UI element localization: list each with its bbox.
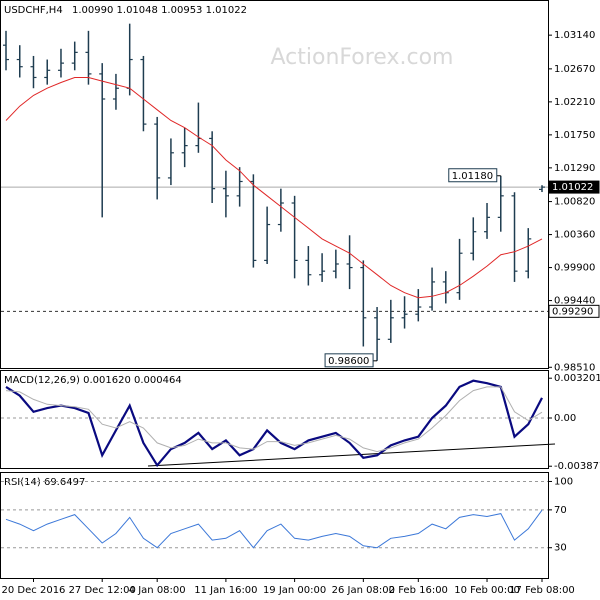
panel-title: USDCHF,H4 bbox=[4, 5, 63, 16]
level-box bbox=[548, 304, 600, 318]
y-tick-label: 1.03140 bbox=[554, 30, 595, 41]
annotation-label: 0.98600 bbox=[328, 356, 369, 367]
panel-title: RSI(14) 69.6497 bbox=[4, 477, 85, 488]
x-tick-label: 26 Jan 08:00 bbox=[332, 585, 395, 596]
annotation-box bbox=[324, 353, 374, 368]
level-box bbox=[548, 180, 600, 194]
panel-subtitle: 1.00990 1.01048 1.00953 1.01022 bbox=[72, 5, 247, 16]
macd-frame bbox=[0, 370, 549, 469]
series-line bbox=[5, 509, 543, 549]
x-tick-label: 27 Dec 12:00 bbox=[69, 585, 136, 596]
rsi-frame bbox=[0, 472, 549, 579]
y-tick-label: -0.003877 bbox=[554, 461, 600, 472]
watermark: ActionForex.com bbox=[271, 45, 454, 70]
y-tick-label: 1.00820 bbox=[554, 197, 595, 208]
y-tick-label: 1.02670 bbox=[554, 64, 595, 75]
y-tick-label: 1.02210 bbox=[554, 97, 595, 108]
y-tick-label: 0.98510 bbox=[554, 362, 595, 373]
y-tick-label: 0.99900 bbox=[554, 263, 595, 274]
series-line bbox=[5, 379, 543, 468]
annotation-box bbox=[448, 168, 498, 183]
y-tick-label: 0.99440 bbox=[554, 296, 595, 307]
y-tick-label: 0.00 bbox=[554, 413, 576, 424]
series-line bbox=[5, 77, 543, 299]
x-tick-label: 10 Feb 00:00 bbox=[454, 585, 520, 596]
x-tick-label: 20 Dec 2016 bbox=[2, 585, 66, 596]
annotation-label: 1.01180 bbox=[452, 171, 493, 182]
x-tick-label: 2 Feb 16:00 bbox=[389, 585, 448, 596]
y-tick-label: 100 bbox=[554, 476, 573, 487]
x-tick-label: 4 Jan 08:00 bbox=[129, 585, 186, 596]
y-tick-label: 30 bbox=[554, 543, 567, 554]
y-tick-label: 0.003201 bbox=[554, 373, 600, 384]
x-tick-label: 17 Feb 08:00 bbox=[509, 585, 575, 596]
y-tick-label: 1.01290 bbox=[554, 163, 595, 174]
y-tick-label: 70 bbox=[554, 505, 567, 516]
x-tick-label: 11 Jan 16:00 bbox=[194, 585, 257, 596]
trend-line bbox=[147, 443, 556, 467]
panel-title: MACD(12,26,9) 0.001620 0.000464 bbox=[4, 375, 182, 386]
y-tick-label: 1.01750 bbox=[554, 130, 595, 141]
series-line bbox=[5, 386, 543, 453]
x-tick-label: 19 Jan 00:00 bbox=[263, 585, 326, 596]
level-label: 0.99290 bbox=[552, 306, 593, 317]
level-label: 1.01022 bbox=[552, 182, 593, 193]
y-tick-label: 1.00360 bbox=[554, 230, 595, 241]
